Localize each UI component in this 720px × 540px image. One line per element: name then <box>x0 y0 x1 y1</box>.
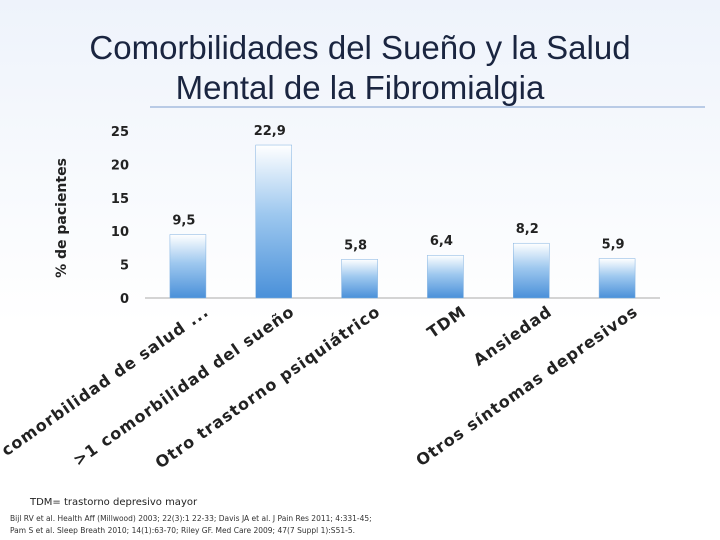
references-line1: Bijl RV et al. Health Aff (Millwood) 200… <box>10 514 372 523</box>
bar-value-label: 9,5 <box>172 214 195 229</box>
bar <box>598 258 636 299</box>
slide-title-line2: Mental de la Fibromialgia <box>175 69 545 106</box>
bar-value-label: 6,4 <box>430 234 453 249</box>
bar <box>341 259 378 299</box>
slide-title: Comorbilidades del Sueño y la Salud Ment… <box>0 28 720 108</box>
y-tick-label: 5 <box>120 259 129 274</box>
references-line2: Pam S et al. Sleep Breath 2010; 14(1):63… <box>10 526 355 535</box>
bar-value-label: 5,9 <box>602 238 625 253</box>
footnote-tdm: TDM= trastorno depresivo mayor <box>30 497 198 508</box>
y-tick-label: 15 <box>111 192 129 207</box>
y-tick-label: 0 <box>120 292 129 307</box>
y-tick-label: 10 <box>111 225 129 240</box>
bar <box>169 234 207 299</box>
bar <box>255 144 292 299</box>
y-axis-label: % de pacientes <box>54 158 70 278</box>
x-category-label: TDM <box>423 302 469 342</box>
x-category-label: Ansiedad <box>470 302 556 370</box>
bar <box>427 254 464 299</box>
references: Bijl RV et al. Health Aff (Millwood) 200… <box>10 513 710 537</box>
y-tick-label: 25 <box>111 125 129 140</box>
slide-title-line1: Comorbilidades del Sueño y la Salud <box>89 29 631 66</box>
bar-value-label: 22,9 <box>254 124 286 139</box>
bar-value-label: 5,8 <box>344 238 367 253</box>
title-divider <box>150 106 705 108</box>
bar <box>513 242 550 299</box>
bar-value-label: 8,2 <box>516 222 539 237</box>
y-tick-label: 20 <box>111 158 129 173</box>
